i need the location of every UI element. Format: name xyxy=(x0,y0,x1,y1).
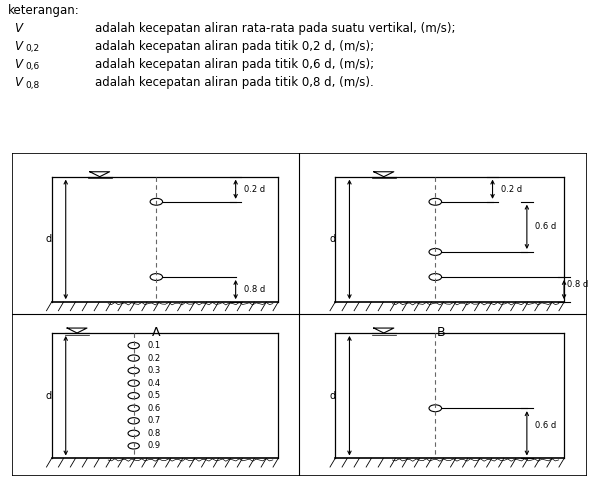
Text: 0.9: 0.9 xyxy=(148,441,161,450)
Text: adalah kecepatan aliran pada titik 0,8 d, (m/s).: adalah kecepatan aliran pada titik 0,8 d… xyxy=(95,76,373,89)
Text: 0.6: 0.6 xyxy=(148,404,161,413)
Text: V: V xyxy=(14,22,22,35)
Text: d: d xyxy=(45,391,52,401)
Text: d: d xyxy=(329,391,335,401)
Text: 0.7: 0.7 xyxy=(148,416,161,425)
Text: V: V xyxy=(14,58,22,71)
Text: 0.8 d: 0.8 d xyxy=(567,281,588,289)
Text: 0,2: 0,2 xyxy=(26,44,40,53)
Text: 0.6 d: 0.6 d xyxy=(536,421,557,430)
Text: 0.4: 0.4 xyxy=(148,379,161,388)
Text: adalah kecepatan aliran pada titik 0,6 d, (m/s);: adalah kecepatan aliran pada titik 0,6 d… xyxy=(95,58,374,71)
Text: V: V xyxy=(14,76,22,89)
Text: adalah kecepatan aliran pada titik 0,2 d, (m/s);: adalah kecepatan aliran pada titik 0,2 d… xyxy=(95,40,374,53)
Text: V: V xyxy=(14,40,22,53)
Text: keterangan:: keterangan: xyxy=(8,4,80,17)
Text: 0.6 d: 0.6 d xyxy=(536,222,557,231)
Text: 0,6: 0,6 xyxy=(26,63,40,71)
Text: 0.2 d: 0.2 d xyxy=(501,185,522,194)
Text: A: A xyxy=(152,326,160,338)
Text: 0.2: 0.2 xyxy=(148,354,161,363)
Text: d: d xyxy=(45,234,52,244)
Text: 0.5: 0.5 xyxy=(148,391,161,400)
Text: 0,8: 0,8 xyxy=(26,80,40,89)
Text: 0.8 d: 0.8 d xyxy=(244,285,266,294)
Text: 0.1: 0.1 xyxy=(148,341,161,350)
Text: d: d xyxy=(329,234,335,244)
Text: B: B xyxy=(437,326,445,338)
Text: 0.3: 0.3 xyxy=(148,366,161,375)
Text: 0.8: 0.8 xyxy=(148,429,161,438)
Text: adalah kecepatan aliran rata-rata pada suatu vertikal, (m/s);: adalah kecepatan aliran rata-rata pada s… xyxy=(95,22,455,35)
Text: 0.2 d: 0.2 d xyxy=(244,185,266,194)
